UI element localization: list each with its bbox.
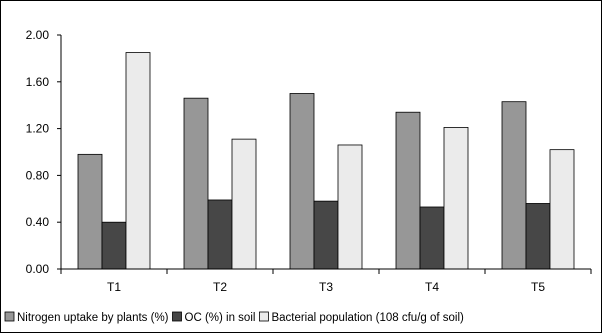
y-tick-label: 1.20 (26, 122, 50, 136)
bar-t1-series-2 (101, 221, 127, 270)
axes (60, 35, 591, 270)
bar-t4-series-2 (419, 206, 445, 270)
y-tick-label: 0.40 (26, 215, 50, 229)
bar-t1-series-1 (77, 153, 103, 270)
legend-swatch-series-1 (4, 311, 15, 322)
bar-t2-series-2 (207, 199, 233, 270)
x-tick-label: T4 (425, 280, 439, 294)
x-tick-label: T1 (107, 280, 121, 294)
y-tick-label: 0.80 (26, 168, 50, 182)
x-tick-label: T5 (531, 280, 545, 294)
bar-t2-series-1 (183, 97, 209, 270)
bar-t3-series-2 (313, 200, 339, 270)
y-tick-label: 2.00 (26, 28, 50, 42)
bar-t5-series-2 (525, 203, 551, 270)
x-tick-label: T2 (213, 280, 227, 294)
bar-t3-series-1 (289, 93, 315, 270)
legend-label-series-2: OC (%) in soil (185, 312, 256, 324)
bar-t1-series-3 (125, 52, 151, 270)
legend-label-series-1: Nitrogen uptake by plants (%) (17, 312, 169, 324)
bar-t2-series-3 (231, 138, 257, 270)
legend-label-series-3: Bacterial population (108 cfu/g of soil) (271, 312, 464, 324)
y-tick-label: 1.60 (26, 75, 50, 89)
x-tick-label: T3 (319, 280, 333, 294)
bar-t4-series-1 (395, 111, 421, 270)
y-axis-ticks: 0.00 0.40 0.80 1.20 1.60 2.00 (26, 28, 61, 276)
legend-swatch-series-2 (172, 311, 182, 322)
bar-t4-series-3 (443, 127, 469, 270)
bar-group (77, 52, 575, 270)
legend-swatch-series-3 (259, 311, 269, 322)
legend: Nitrogen uptake by plants (%) OC (%) in s… (4, 311, 464, 324)
bar-t3-series-3 (337, 144, 363, 270)
y-tick-label: 0.00 (26, 262, 50, 276)
bar-t5-series-3 (549, 149, 575, 270)
bar-t5-series-1 (501, 101, 527, 270)
x-axis-ticks: T1 T2 T3 T4 T5 (60, 269, 592, 294)
